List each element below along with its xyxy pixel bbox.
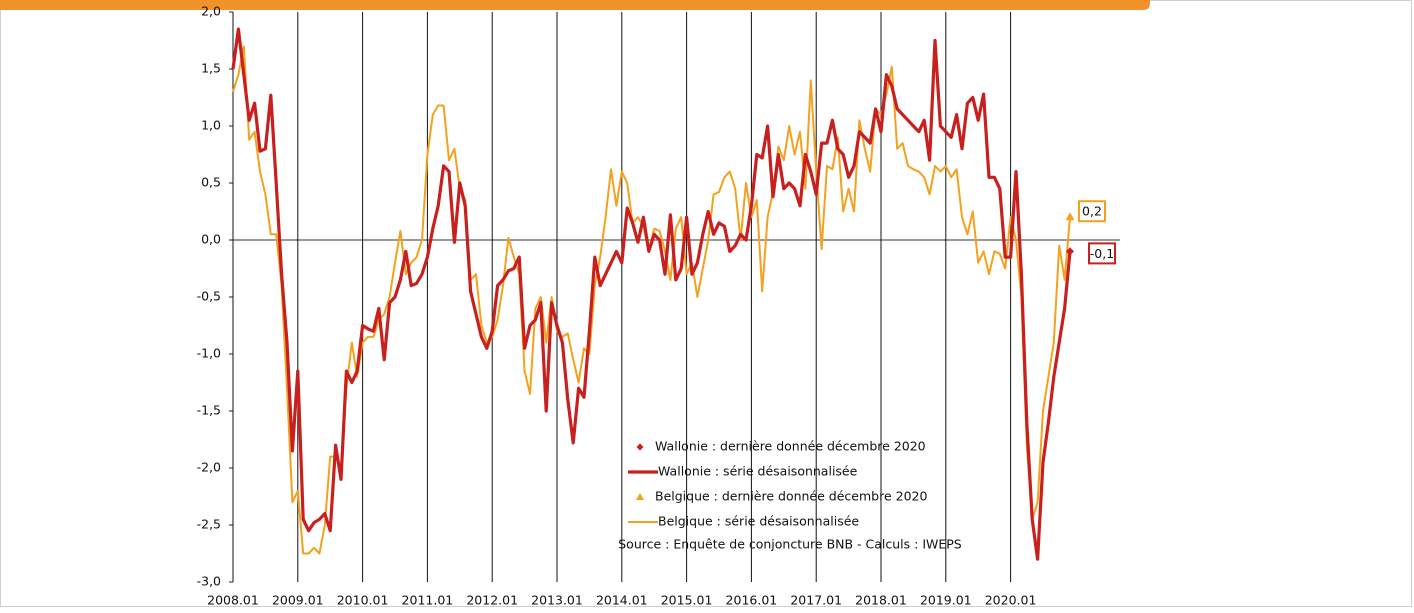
series-line — [232, 45, 1071, 555]
x-tick-label: 2013.01 — [531, 593, 583, 608]
y-tick-label: -1,5 — [197, 403, 221, 418]
source-note: Source : Enquête de conjoncture BNB - Ca… — [618, 537, 962, 552]
legend-label: Belgique : dernière donnée décembre 2020 — [655, 489, 927, 504]
x-tick-label: 2015.01 — [661, 593, 713, 608]
legend-label: Belgique : série désaisonnalisée — [658, 514, 859, 529]
value-label-box — [1078, 200, 1106, 223]
x-tick-label: 2020.01 — [985, 593, 1037, 608]
value-label: 0,2 — [1082, 204, 1102, 219]
y-tick-label: 1,0 — [201, 118, 221, 133]
x-tick-label: 2009.01 — [272, 593, 324, 608]
last-marker — [1065, 212, 1075, 221]
top-bar — [0, 0, 1150, 10]
last-marker — [1066, 247, 1074, 256]
x-tick-label: 2019.01 — [920, 593, 972, 608]
x-tick-label: 2016.01 — [726, 593, 778, 608]
y-tick-label: -0,5 — [197, 289, 221, 304]
x-tick-label: 2012.01 — [466, 593, 518, 608]
y-tick-label: -1,0 — [197, 346, 221, 361]
x-tick-label: 2014.01 — [596, 593, 648, 608]
value-label: -0,1 — [1090, 246, 1114, 261]
x-tick-label: 2018.01 — [855, 593, 907, 608]
y-tick-label: -2,5 — [197, 517, 221, 532]
legend-marker — [636, 443, 644, 451]
x-tick-label: 2008.01 — [207, 593, 259, 608]
series-line — [231, 27, 1072, 561]
legend-label: Wallonie : dernière donnée décembre 2020 — [655, 439, 926, 454]
y-tick-label: -3,0 — [197, 574, 221, 589]
x-tick-label: 2011.01 — [402, 593, 454, 608]
plot: -3,0 -2,5 -2,0 -1,5 -1,0 -0,5 0,0 0,5 1,0 1,5 2,0 2… — [197, 4, 1120, 608]
x-tick-label: 2010.01 — [337, 593, 389, 608]
y-tick-label: 0,5 — [201, 175, 221, 190]
legend-marker — [636, 493, 644, 500]
x-tick-label: 2017.01 — [790, 593, 842, 608]
y-tick-label: -2,0 — [197, 460, 221, 475]
y-tick-label: 1,5 — [201, 61, 221, 76]
y-tick-label: 0,0 — [201, 232, 221, 247]
legend-label: Wallonie : série désaisonnalisée — [658, 464, 858, 479]
y-tick-label: 2,0 — [201, 4, 221, 19]
value-label-box — [1088, 242, 1116, 265]
